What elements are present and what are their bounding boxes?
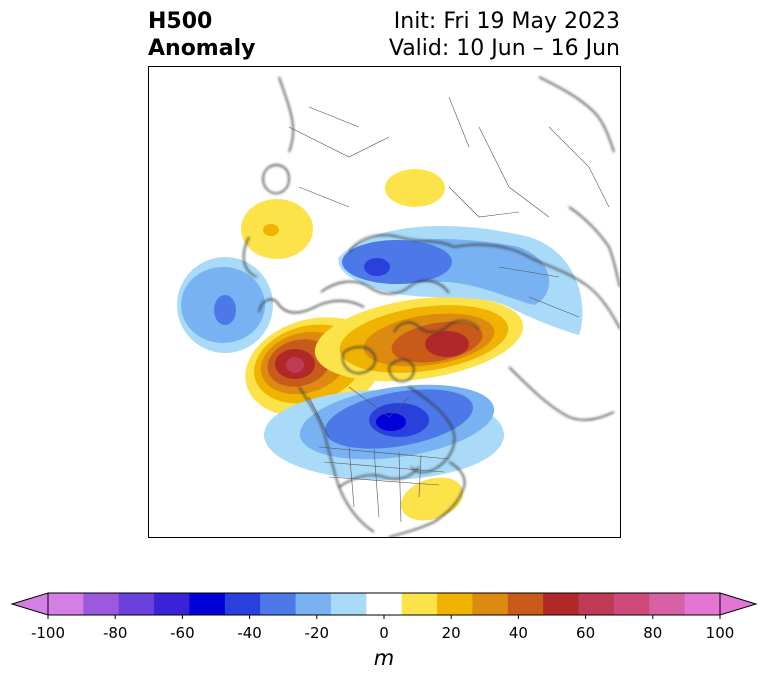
colorbar-swatch	[295, 593, 332, 615]
ridge-scandinavia	[385, 169, 445, 207]
colorbar-swatch	[543, 593, 580, 615]
colorbar-swatch	[189, 593, 226, 615]
init-date-label: Init: Fri 19 May 2023	[393, 9, 620, 34]
colorbar-tick-label: 20	[441, 624, 461, 642]
trough-barents-kara	[338, 225, 583, 335]
title-variable: H500	[148, 9, 213, 34]
colorbar	[10, 592, 758, 619]
colorbar-extend-high	[719, 592, 758, 616]
colorbar-tick-label: -60	[170, 624, 195, 642]
colorbar-tick-label: -80	[102, 624, 128, 642]
colorbar-tick-label: -40	[237, 624, 262, 642]
colorbar-swatch	[578, 593, 615, 615]
colorbar-swatch	[154, 593, 190, 615]
colorbar-tick-label: 100	[705, 624, 735, 642]
coastlines	[243, 76, 620, 537]
anomaly-map	[148, 66, 621, 538]
colorbar-swatch	[260, 593, 297, 615]
title-right: Init: Fri 19 May 2023 Valid: 10 Jun – 16…	[389, 8, 620, 62]
colorbar-swatch	[83, 593, 120, 615]
colorbar-swatch	[649, 593, 686, 615]
colorbar-tick-label: -20	[304, 624, 330, 642]
colorbar-tick-label: 40	[508, 624, 528, 642]
colorbar-swatch	[401, 593, 438, 615]
colorbar-swatch	[118, 593, 155, 615]
colorbar-swatch	[613, 593, 650, 615]
colorbar-extend-low	[10, 592, 49, 616]
colorbar-unit-label: m	[373, 646, 395, 670]
ridge-western-europe	[241, 199, 313, 259]
map-canvas	[177, 76, 620, 537]
political-borders	[288, 96, 610, 523]
colorbar-swatch	[507, 593, 544, 615]
trough-north-pacific	[177, 257, 273, 353]
colorbar-swatch	[330, 593, 367, 615]
colorbar-swatch	[684, 593, 721, 615]
colorbar-swatch	[48, 593, 84, 615]
colorbar-swatch	[366, 593, 403, 615]
valid-range-label: Valid: 10 Jun – 16 Jun	[388, 36, 620, 61]
colorbar-tick-label: -100	[30, 624, 66, 642]
colorbar-tick-label: 60	[576, 624, 596, 642]
colorbar-tick-label: 0	[379, 624, 389, 642]
ridge-southeast-us	[400, 477, 464, 521]
title-left: H500 Anomaly	[148, 8, 255, 62]
title-kind: Anomaly	[148, 36, 256, 61]
colorbar-tick-label: 80	[643, 624, 663, 642]
colorbar-swatch	[437, 593, 473, 615]
trough-hudson-bay	[264, 384, 504, 480]
colorbar-swatch	[224, 593, 261, 615]
colorbar-swatch	[472, 593, 509, 615]
